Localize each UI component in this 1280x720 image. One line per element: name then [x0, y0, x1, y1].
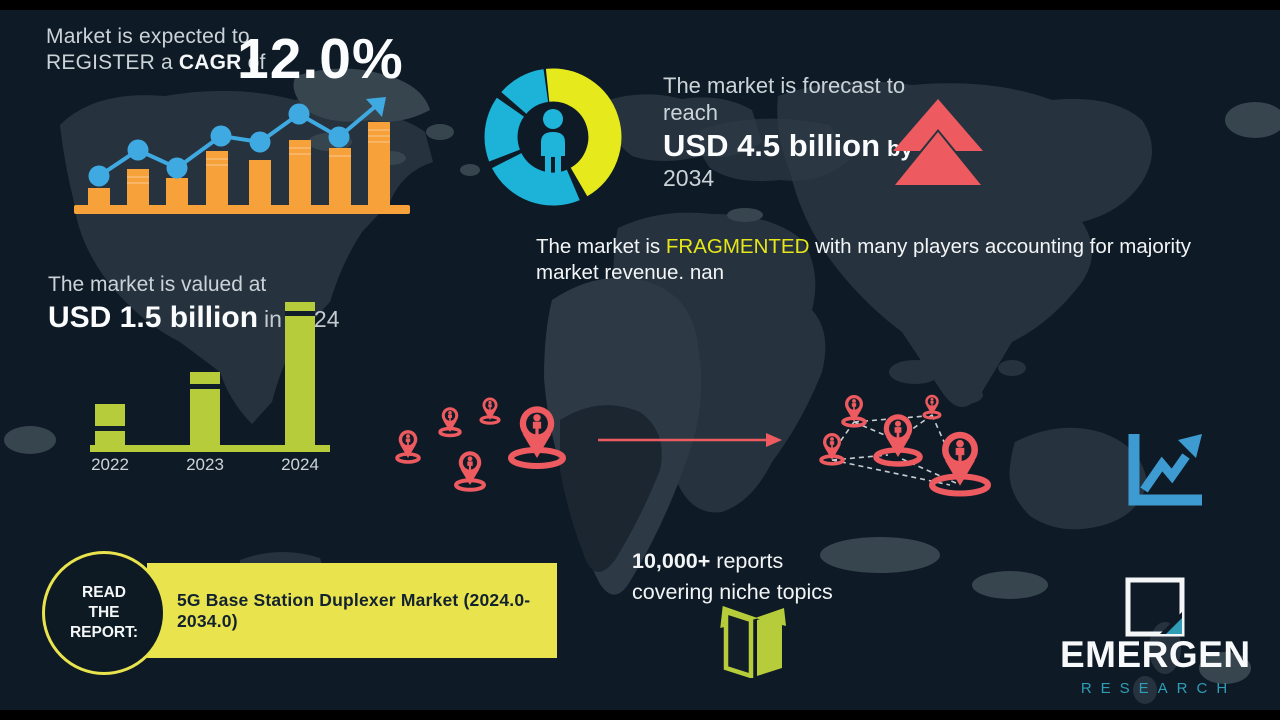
location-pin-icon [819, 394, 991, 497]
players-pins-cluster-network [819, 394, 991, 497]
valuation-value: USD 1.5 billion [48, 301, 259, 335]
badge-line2: THE [88, 603, 120, 621]
players-pins-cluster-left [395, 397, 566, 492]
valuation-statement: The market is valued at USD 1.5 billion i… [48, 271, 340, 337]
forecast-value: USD 4.5 billion [663, 127, 881, 163]
transition-arrow [598, 433, 782, 447]
emergen-logo-mark [1125, 577, 1185, 637]
market-share-donut-chart [484, 68, 622, 206]
badge-line1: READ [82, 583, 126, 601]
cagr-keyword: CAGR [178, 51, 242, 75]
chart-baseline [90, 445, 330, 452]
forecast-year: 2034 [663, 165, 715, 192]
person-icon [541, 109, 565, 173]
year-label-2022: 2022 [91, 455, 129, 474]
cagr-line2-post: of [241, 51, 266, 75]
trend-line-arrow [88, 97, 386, 187]
forecast-statement: The market is forecast to reach USD 4.5 … [663, 73, 913, 193]
growth-up-arrow-icon [893, 99, 983, 185]
cagr-statement: Market is expected to REGISTER a CAGR of [46, 24, 266, 77]
fragmented-post: with many players accounting for majorit… [536, 235, 1192, 285]
logo-wordmark: EMERGEN [1060, 634, 1251, 675]
location-pin-icon [395, 397, 566, 492]
cagr-trend-chart [74, 97, 410, 214]
year-label-2023: 2023 [186, 455, 224, 474]
fragmented-statement: The market is FRAGMENTED with many playe… [536, 234, 1216, 286]
year-label-2024: 2024 [281, 455, 319, 474]
cagr-line2-pre: REGISTER a [46, 51, 179, 75]
forecast-line2: reach [663, 99, 719, 125]
cagr-line1: Market is expected to [46, 25, 250, 48]
reports-line2: covering niche topics [632, 580, 833, 605]
bar-2024 [285, 302, 315, 445]
report-banner[interactable]: 5G Base Station Duplexer Market (2024.0-… [147, 563, 557, 658]
reports-count: 10,000+ [632, 549, 711, 573]
bar-2022 [95, 404, 125, 445]
report-title: 5G Base Station Duplexer Market (2024.0-… [177, 589, 531, 631]
cagr-value: 12.0% [237, 27, 404, 91]
bottom-letterbox-bar [0, 710, 1280, 720]
forecast-line1: The market is forecast to [663, 73, 906, 98]
badge-line3: REPORT: [69, 624, 139, 642]
line-chart-icon [1128, 434, 1202, 506]
reports-rest: reports [710, 549, 784, 573]
fragmented-pre: The market is [536, 235, 666, 258]
valuation-bar-chart: 2022 2023 2024 [88, 295, 333, 475]
read-the-report-badge[interactable]: READ THE REPORT: [42, 551, 166, 675]
reports-promo: 10,000+ reports covering niche topics [632, 546, 833, 608]
open-book-icon [720, 606, 786, 678]
logo-subtitle: RESEARCH [1080, 680, 1237, 697]
top-letterbox-bar [0, 0, 1280, 10]
fragmented-keyword: FRAGMENTED [665, 235, 810, 258]
valuation-line1: The market is valued at [48, 273, 267, 296]
bar-2023 [190, 372, 220, 445]
